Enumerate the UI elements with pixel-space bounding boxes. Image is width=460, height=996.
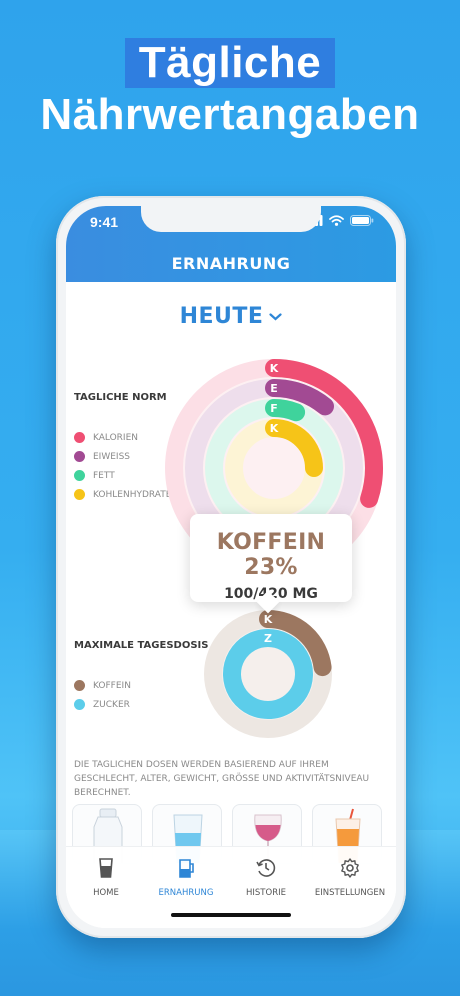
day-selector-label: HEUTE: [179, 304, 264, 329]
tab-settings[interactable]: EINSTELLUNGEN: [310, 857, 390, 898]
tab-label: HOME: [93, 888, 119, 898]
legend-dot: [74, 470, 85, 481]
max-dose-ring-chart: KZ: [204, 610, 332, 738]
tab-label: HISTORIE: [246, 888, 286, 898]
legend-dot: [74, 680, 85, 691]
max-dose-title: MAXIMALE TAGESDOSIS: [74, 640, 209, 651]
legend-label: EIWEISS: [93, 451, 131, 462]
legend-item-zucker: ZUCKER: [74, 695, 131, 714]
daily-norm-title: TAGLICHE NORM: [74, 392, 167, 403]
legend-label: ZUCKER: [93, 699, 130, 710]
legend-item-kalorien: KALORIEN: [74, 428, 171, 447]
legend-dot: [74, 699, 85, 710]
status-time: 9:41: [90, 214, 119, 230]
tooltip-value: 100/420 MG: [224, 586, 318, 602]
dose-info-note: DIE TAGLICHEN DOSEN WERDEN BASIEREND AUF…: [74, 760, 370, 798]
legend-label: FETT: [93, 470, 115, 481]
legend-dot: [74, 451, 85, 462]
battery-icon: [350, 215, 374, 226]
norm-arc-eiweiss[interactable]: [265, 379, 334, 416]
tab-label: EINSTELLUNGEN: [314, 888, 386, 898]
legend-dot: [74, 489, 85, 500]
legend-item-koffein: KOFFEIN: [74, 676, 131, 695]
norm-letter-kalorien: K: [270, 362, 279, 375]
gear-icon: [341, 858, 359, 878]
home-indicator[interactable]: [171, 913, 291, 917]
dose-arc-zucker[interactable]: [223, 629, 313, 719]
legend-label: KOFFEIN: [93, 680, 131, 691]
promo-line-1: Tägliche: [124, 38, 336, 88]
legend-item-eiweiss: EIWEISS: [74, 447, 171, 466]
norm-arc-kohlenhydrate[interactable]: [265, 419, 323, 477]
tab-nutrition[interactable]: ERNAHRUNG: [146, 857, 226, 898]
norm-letter-eiweiss: E: [270, 382, 278, 395]
norm-arc-kalorien[interactable]: [265, 359, 383, 508]
promo-headline: Tägliche Nährwertangaben: [0, 38, 460, 140]
tooltip-title: KOFFEIN 23%: [216, 530, 326, 580]
dose-arc-koffein[interactable]: [259, 610, 332, 677]
caffeine-tooltip: KOFFEIN 23% 100/420 MG: [190, 514, 352, 602]
dose-letter-zucker: Z: [264, 632, 272, 645]
legend-item-kohlenhydrate: KOHLENHYDRATE: [74, 485, 171, 504]
home-glass-icon: [99, 858, 113, 878]
wifi-icon: [329, 215, 344, 226]
tab-history[interactable]: HISTORIE: [226, 857, 306, 898]
phone-frame: 9:41 ERNAHRUNG: [56, 196, 406, 938]
norm-letter-kohlenhydrate: K: [270, 422, 279, 435]
dose-letter-koffein: K: [264, 613, 273, 626]
legend-dot: [74, 432, 85, 443]
app-screen: 9:41 ERNAHRUNG: [66, 206, 396, 928]
nutrition-jug-icon: [179, 859, 194, 878]
norm-arc-fett[interactable]: [265, 399, 306, 422]
tab-label: ERNAHRUNG: [158, 888, 214, 898]
day-selector[interactable]: HEUTE: [66, 304, 396, 329]
legend-label: KOHLENHYDRATE: [93, 489, 172, 500]
history-clock-icon: [256, 859, 276, 877]
tab-home[interactable]: HOME: [66, 857, 146, 898]
screen-title: ERNAHRUNG: [171, 254, 291, 273]
chevron-down-icon: [269, 309, 283, 325]
legend-item-fett: FETT: [74, 466, 171, 485]
promo-line-2: Nährwertangaben: [40, 90, 420, 139]
norm-letter-fett: F: [270, 402, 278, 415]
phone-notch: [141, 206, 321, 232]
tab-bar: HOME ERNAHRUNG HISTORIE: [66, 846, 396, 928]
legend-label: KALORIEN: [93, 432, 139, 443]
daily-norm-legend: KALORIEN EIWEISS FETT KOHLENHYDRATE: [74, 428, 171, 504]
max-dose-legend: KOFFEIN ZUCKER: [74, 676, 131, 714]
